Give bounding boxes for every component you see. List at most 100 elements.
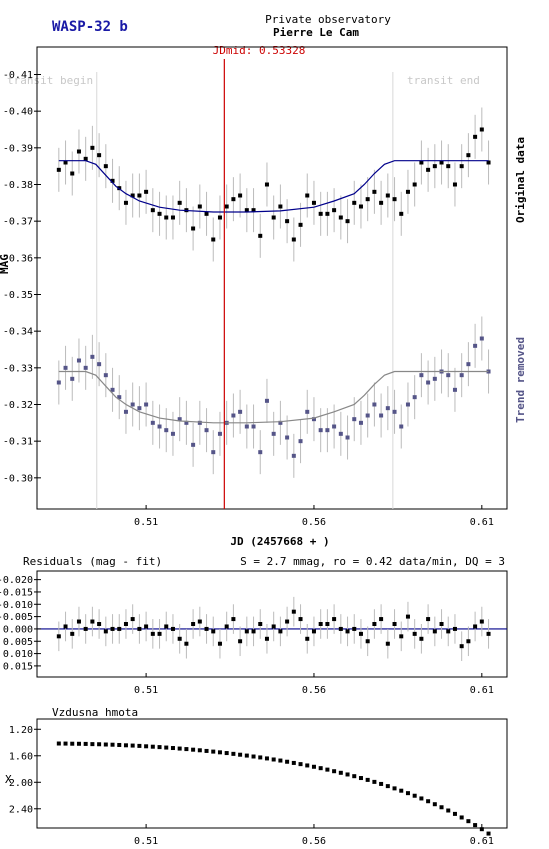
detrended-point	[97, 362, 102, 367]
lightcurve-y-tick-label: -0.37	[3, 217, 33, 228]
detrended-point	[486, 369, 491, 374]
original-point	[197, 204, 202, 209]
residual-point	[123, 622, 128, 626]
original-point	[426, 167, 431, 172]
residual-point	[76, 619, 81, 624]
residual-point	[184, 641, 189, 646]
residual-point	[365, 639, 370, 644]
residual-point	[137, 626, 142, 631]
detrended-point	[392, 409, 397, 414]
airmass-point	[170, 746, 175, 751]
original-point	[211, 237, 216, 242]
airmass-point	[56, 741, 61, 746]
residuals-y-tick-label: 0.010	[3, 649, 33, 660]
original-point	[473, 134, 478, 139]
detrended-point	[298, 439, 303, 444]
residual-point	[83, 626, 88, 631]
residual-point	[224, 624, 229, 629]
original-point	[258, 233, 263, 238]
original-point	[291, 237, 296, 242]
airmass-point	[325, 767, 330, 772]
lightcurve-y-tick-label: -0.38	[3, 180, 33, 191]
detrended-point	[184, 420, 189, 425]
detrended-point	[238, 409, 243, 414]
airmass-point	[184, 747, 189, 752]
residual-point	[439, 622, 444, 626]
detrended-point	[231, 413, 236, 418]
detrended-point	[63, 365, 68, 370]
detrended-point	[479, 336, 484, 341]
detrended-point	[211, 450, 216, 455]
detrended-point	[144, 402, 149, 407]
detrended-point	[244, 424, 249, 429]
residual-point	[426, 617, 431, 622]
residual-point	[305, 636, 310, 641]
detrended-point	[251, 424, 256, 429]
residual-point	[466, 639, 471, 644]
airmass-point	[231, 751, 236, 756]
airmass-point	[238, 752, 243, 757]
airmass-point	[439, 805, 444, 810]
detrended-point	[117, 395, 122, 400]
detrended-point	[318, 428, 323, 433]
airmass-point	[63, 741, 68, 746]
detrended-point	[157, 424, 162, 429]
original-point	[76, 149, 81, 154]
original-fit-line	[58, 160, 489, 213]
airmass-point	[426, 799, 431, 804]
original-point	[399, 211, 404, 216]
original-point	[432, 164, 437, 169]
lightcurve-y-tick-label: -0.39	[3, 143, 33, 154]
detrended-point	[426, 380, 431, 385]
residual-point	[197, 619, 202, 624]
detrended-point	[446, 373, 451, 378]
original-point	[338, 215, 343, 220]
lightcurve-y-tick-label: -0.40	[3, 107, 33, 118]
detrended-point	[170, 431, 175, 436]
detrended-point	[285, 435, 290, 440]
airmass-point	[432, 802, 437, 807]
original-point	[459, 164, 464, 169]
detrended-point	[379, 413, 384, 418]
detrended-point	[217, 431, 222, 436]
residual-point	[352, 626, 357, 631]
original-point	[452, 182, 457, 187]
airmass-point	[264, 756, 269, 761]
original-point	[379, 200, 384, 205]
detrended-point	[56, 380, 61, 385]
residuals-y-tick-label: 0.015	[3, 661, 33, 672]
lightcurve-y-tick-label: -0.31	[3, 437, 33, 448]
original-point	[238, 193, 243, 198]
residual-point	[130, 617, 135, 622]
residual-point	[452, 626, 457, 631]
residual-point	[285, 619, 290, 624]
airmass-point	[278, 758, 283, 763]
original-point	[412, 182, 417, 187]
original-point	[157, 211, 162, 216]
residual-point	[412, 631, 417, 636]
airmass-point	[244, 753, 249, 758]
airmass-point	[191, 747, 196, 752]
residuals-y-tick-label: -0.005	[0, 612, 33, 623]
original-point	[137, 193, 142, 198]
original-data-label: Original data	[514, 137, 527, 223]
original-point	[305, 193, 310, 198]
airmass-point	[466, 819, 471, 824]
residual-point	[90, 619, 95, 624]
residuals-y-tick-label: -0.020	[0, 575, 33, 586]
residuals-title: Residuals (mag - fit)	[23, 555, 162, 568]
original-point	[325, 211, 330, 216]
airmass-point	[224, 751, 229, 756]
residual-point	[345, 629, 350, 634]
residuals-frame	[36, 570, 508, 678]
trend-removed-label: Trend removed	[514, 337, 527, 423]
residual-point	[332, 617, 337, 622]
residuals-y-tick-label: -0.010	[0, 600, 33, 611]
airmass-point	[338, 770, 343, 775]
detrended-point	[338, 431, 343, 436]
airmass-point	[285, 759, 290, 764]
transit-end-label: transit end	[407, 74, 480, 87]
residual-point	[238, 639, 243, 644]
detrended-point	[83, 365, 88, 370]
